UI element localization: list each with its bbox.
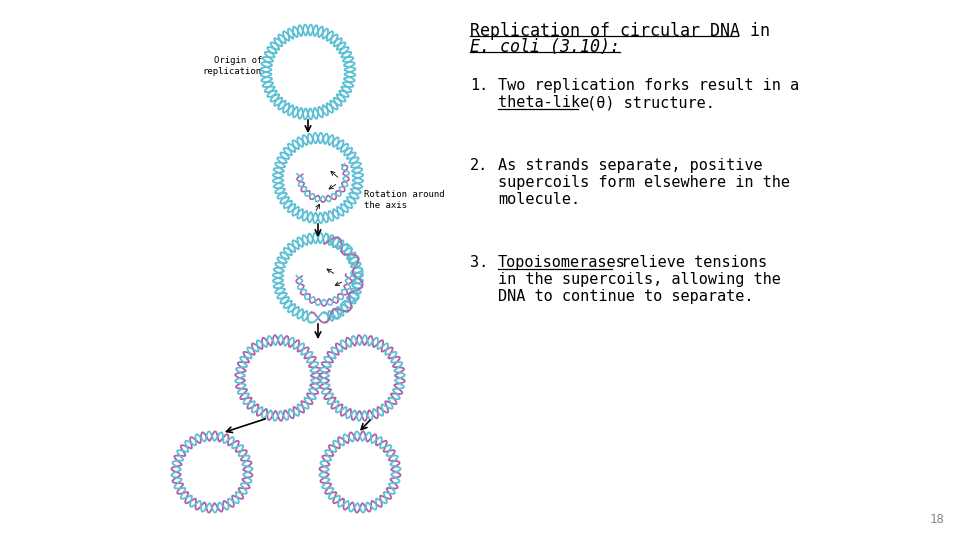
Text: 3.: 3. [470,255,489,270]
Text: relieve tensions: relieve tensions [612,255,767,270]
Text: As strands separate, positive: As strands separate, positive [498,158,762,173]
Text: Replication of circular DNA in: Replication of circular DNA in [470,22,770,40]
Text: supercoils form elsewhere in the: supercoils form elsewhere in the [498,175,790,190]
Text: (θ) structure.: (θ) structure. [578,95,715,110]
Text: Rotation around
the axis: Rotation around the axis [364,190,444,211]
Text: Topoisomerases: Topoisomerases [498,255,626,270]
Text: 2.: 2. [470,158,489,173]
Text: E. coli (3.10):: E. coli (3.10): [470,38,620,56]
Text: Two replication forks result in a: Two replication forks result in a [498,78,799,93]
Text: Origin of
replication: Origin of replication [203,56,262,76]
Text: theta-like: theta-like [498,95,589,110]
Text: DNA to continue to separate.: DNA to continue to separate. [498,289,754,304]
Text: 1.: 1. [470,78,489,93]
Text: in the supercoils, allowing the: in the supercoils, allowing the [498,272,780,287]
Text: molecule.: molecule. [498,192,580,207]
Text: 18: 18 [930,513,945,526]
